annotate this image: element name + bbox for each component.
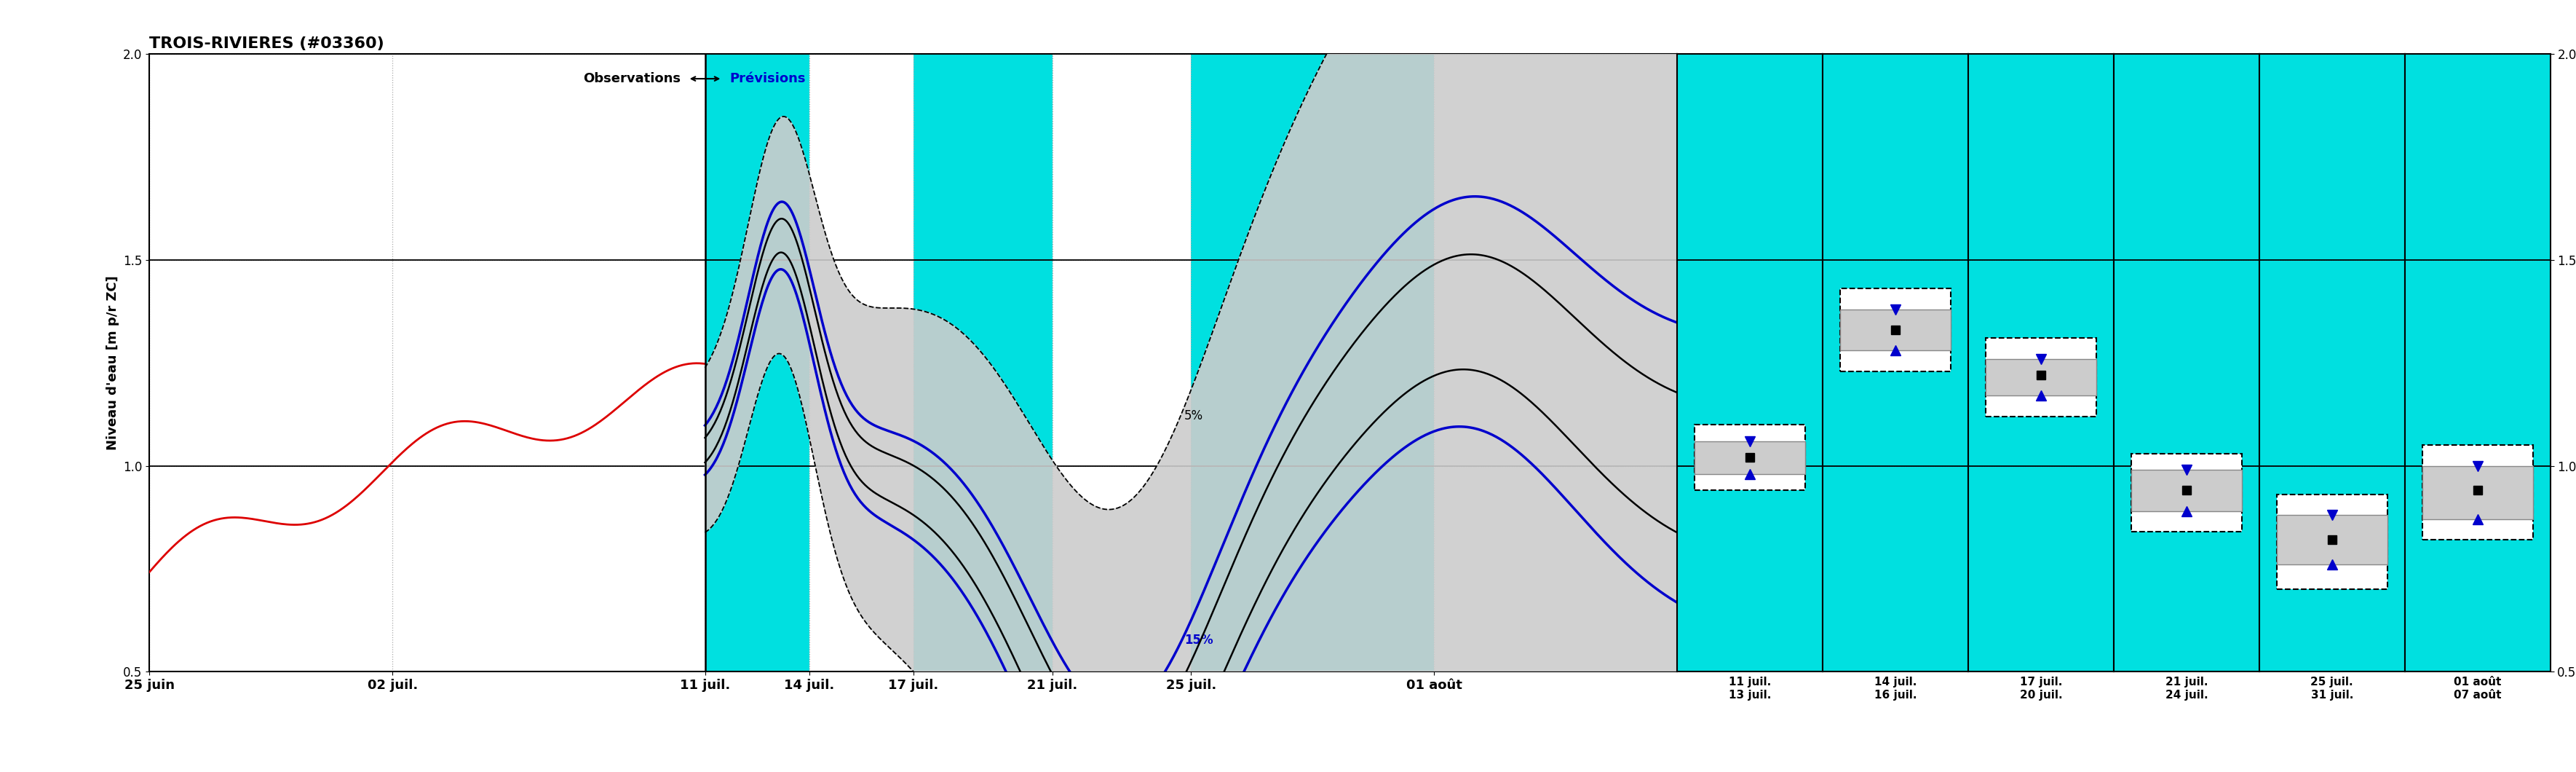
Text: 15%: 15%: [1185, 634, 1213, 647]
X-axis label: 21 juil.
24 juil.: 21 juil. 24 juil.: [2166, 677, 2208, 700]
X-axis label: 01 août
07 août: 01 août 07 août: [2455, 677, 2501, 700]
Text: Observations: Observations: [582, 73, 680, 85]
Bar: [914, 54, 1051, 672]
Bar: [1695, 441, 1806, 474]
Bar: [2130, 453, 2241, 532]
Y-axis label: Niveau d'eau [m p/r ZC]: Niveau d'eau [m p/r ZC]: [106, 276, 118, 450]
Text: TROIS-RIVIERES (#03360): TROIS-RIVIERES (#03360): [149, 36, 384, 51]
Bar: [1190, 54, 1435, 672]
Bar: [1839, 289, 1950, 371]
X-axis label: 11 juil.
13 juil.: 11 juil. 13 juil.: [1728, 677, 1772, 700]
X-axis label: 25 juil.
31 juil.: 25 juil. 31 juil.: [2311, 677, 2354, 700]
Bar: [1986, 338, 2097, 416]
Bar: [2277, 495, 2388, 589]
Bar: [1695, 425, 1806, 490]
Bar: [2421, 466, 2532, 520]
Bar: [2277, 515, 2388, 564]
Bar: [706, 54, 809, 672]
X-axis label: 14 juil.
16 juil.: 14 juil. 16 juil.: [1875, 677, 1917, 700]
Text: 5%: 5%: [1185, 409, 1203, 422]
X-axis label: 17 juil.
20 juil.: 17 juil. 20 juil.: [2020, 677, 2063, 700]
Bar: [1839, 310, 1950, 350]
Bar: [2130, 470, 2241, 511]
Bar: [1986, 359, 2097, 396]
Bar: [2421, 445, 2532, 540]
Text: Prévisions: Prévisions: [729, 73, 806, 85]
